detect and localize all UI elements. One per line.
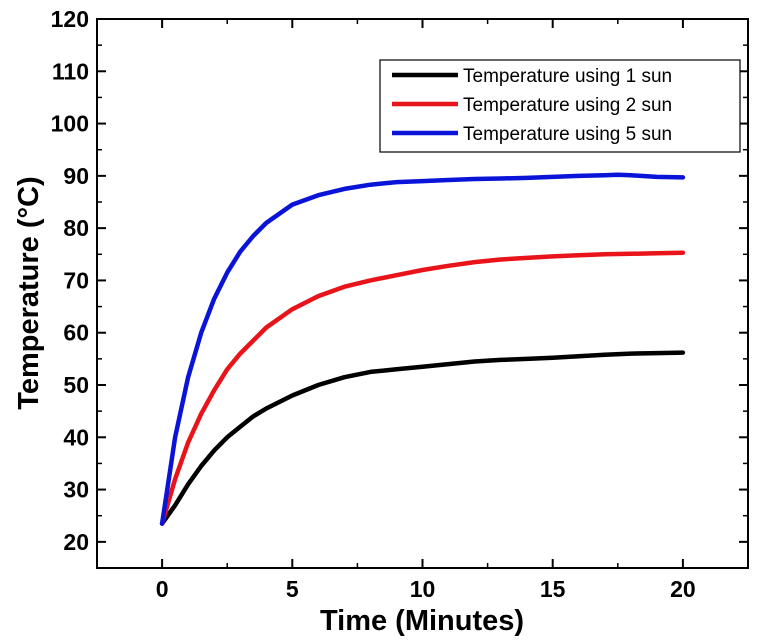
y-tick-label: 50 <box>63 372 89 398</box>
y-tick-label: 90 <box>63 163 89 189</box>
legend-label-2: Temperature using 2 sun <box>463 95 672 116</box>
y-tick-label: 110 <box>52 58 89 84</box>
y-tick-label: 30 <box>63 477 89 503</box>
legend-label-3: Temperature using 5 sun <box>463 124 672 145</box>
y-tick-label: 120 <box>51 6 89 32</box>
y-tick-label: 100 <box>51 111 89 137</box>
x-tick-label: 5 <box>286 576 299 602</box>
x-tick-label: 15 <box>540 576 566 602</box>
legend-label-1: Temperature using 1 sun <box>463 66 672 87</box>
y-tick-label: 80 <box>63 215 89 241</box>
x-tick-label: 0 <box>156 576 169 602</box>
ticks-layer: 20 30 40 50 60 70 80 90 100 110 120 0 5 10 15 20 <box>51 6 748 602</box>
x-tick-label: 10 <box>410 576 436 602</box>
series-layer <box>159 172 686 526</box>
legend: Temperature using 1 sun Temperature using… <box>379 59 741 153</box>
series-line-1 <box>159 350 686 526</box>
x-axis-title: Time (Minutes) <box>320 605 524 637</box>
y-tick-label: 20 <box>63 529 89 555</box>
y-tick-label: 40 <box>63 424 89 450</box>
series-line-2 <box>159 250 686 526</box>
y-tick-label: 70 <box>63 267 89 293</box>
series-line-3 <box>159 172 686 526</box>
y-axis-title: Temperature (°C) <box>13 176 45 409</box>
x-tick-label: 20 <box>670 576 696 602</box>
y-tick-label: 60 <box>63 320 89 346</box>
